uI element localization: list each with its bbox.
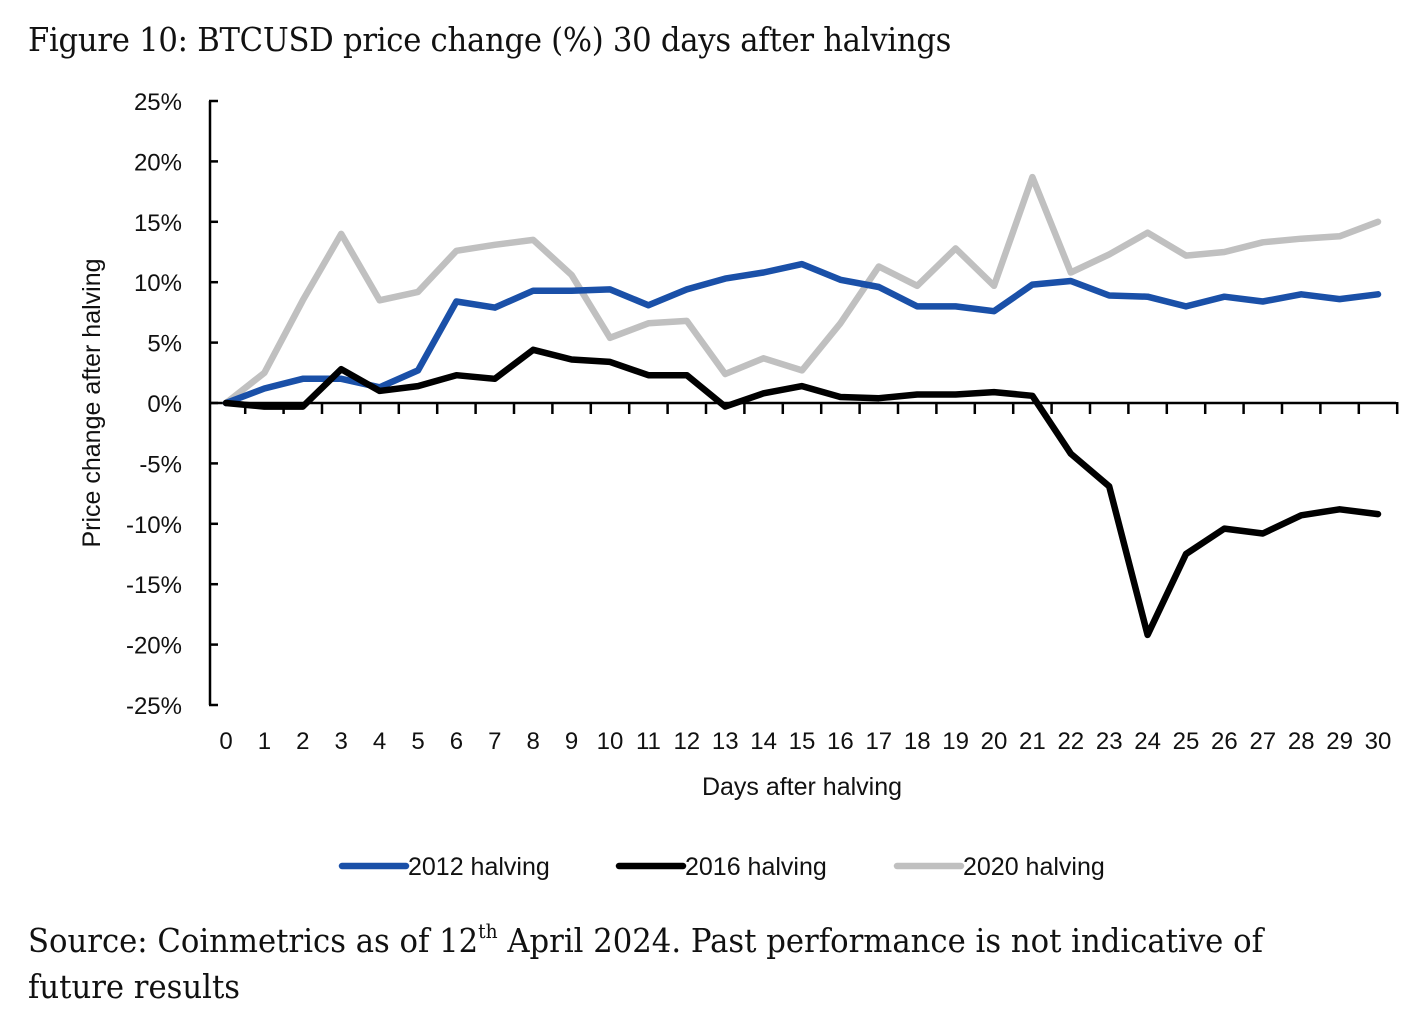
y-tick-label: -5% bbox=[139, 451, 182, 478]
source-note: Source: Coinmetrics as of 12th April 202… bbox=[28, 918, 1330, 1010]
x-tick-label: 12 bbox=[673, 728, 700, 755]
y-tick-label: -20% bbox=[126, 633, 182, 660]
x-tick-label: 2 bbox=[296, 728, 309, 755]
x-tick-label: 24 bbox=[1134, 728, 1161, 755]
y-tick-label: 15% bbox=[134, 210, 182, 237]
source-superscript: th bbox=[478, 919, 498, 943]
x-tick-label: 30 bbox=[1365, 728, 1392, 755]
y-tick-label: 25% bbox=[134, 89, 182, 116]
series-line-2016-halving bbox=[222, 346, 1382, 639]
x-tick-label: 25 bbox=[1173, 728, 1200, 755]
legend-label: 2012 halving bbox=[408, 853, 550, 881]
x-tick-label: 10 bbox=[597, 728, 624, 755]
x-tick-label: 9 bbox=[565, 728, 578, 755]
legend-label: 2016 halving bbox=[685, 853, 827, 881]
y-tick-label: -25% bbox=[126, 693, 182, 720]
series-line-2012-halving bbox=[222, 260, 1382, 407]
y-axis: 25% 20% 15% 10% 5% 0% -5% -10% -15% -20% -25% bbox=[126, 89, 218, 720]
x-tick-label: 1 bbox=[258, 728, 271, 755]
y-tick-label: -15% bbox=[126, 572, 182, 599]
x-tick-label: 28 bbox=[1288, 728, 1315, 755]
x-tick-label: 11 bbox=[636, 728, 661, 755]
figure-title: Figure 10: BTCUSD price change (%) 30 da… bbox=[28, 20, 952, 59]
x-tick-label: 26 bbox=[1211, 728, 1238, 755]
x-tick-label: 15 bbox=[789, 728, 816, 755]
x-tick-label: 7 bbox=[488, 728, 501, 755]
y-tick-label: 10% bbox=[134, 270, 182, 297]
y-axis-label: Price change after halving bbox=[78, 258, 106, 547]
x-axis-label: Days after halving bbox=[702, 773, 902, 801]
x-tick-label: 19 bbox=[942, 728, 969, 755]
x-tick-label: 13 bbox=[712, 728, 739, 755]
x-tick-label: 17 bbox=[865, 728, 892, 755]
source-text: Source: Coinmetrics as of 12 bbox=[28, 921, 479, 960]
series-line-2020-halving bbox=[222, 173, 1382, 407]
x-tick-label: 6 bbox=[450, 728, 463, 755]
x-tick-label: 5 bbox=[411, 728, 424, 755]
x-tick-label: 16 bbox=[827, 728, 854, 755]
source-text-rest: April 2024. Past performance is not indi… bbox=[28, 921, 1263, 1006]
series-lines bbox=[222, 173, 1382, 639]
y-tick-label: 5% bbox=[147, 331, 182, 358]
x-tick-label: 0 bbox=[219, 728, 232, 755]
x-tick-label: 22 bbox=[1057, 728, 1084, 755]
legend-label: 2020 halving bbox=[963, 853, 1105, 881]
y-tick-label: 0% bbox=[147, 391, 182, 418]
x-tick-label: 21 bbox=[1019, 728, 1046, 755]
x-axis: 0 1 2 3 4 5 6 7 8 9 10 11 12 13 14 15 16 17 18 19 20 21 22 23 24… bbox=[210, 401, 1399, 755]
x-tick-label: 8 bbox=[527, 728, 540, 755]
x-tick-label: 27 bbox=[1249, 728, 1276, 755]
x-tick-label: 18 bbox=[904, 728, 931, 755]
x-tick-label: 29 bbox=[1326, 728, 1353, 755]
x-tick-label: 20 bbox=[981, 728, 1008, 755]
x-tick-label: 4 bbox=[373, 728, 386, 755]
y-tick-label: -10% bbox=[126, 512, 182, 539]
legend: 2012 halving 2016 halving 2020 halving bbox=[338, 853, 1105, 881]
x-tick-label: 14 bbox=[750, 728, 777, 755]
x-tick-label: 3 bbox=[335, 728, 348, 755]
y-tick-label: 20% bbox=[134, 149, 182, 176]
x-tick-label: 23 bbox=[1096, 728, 1123, 755]
